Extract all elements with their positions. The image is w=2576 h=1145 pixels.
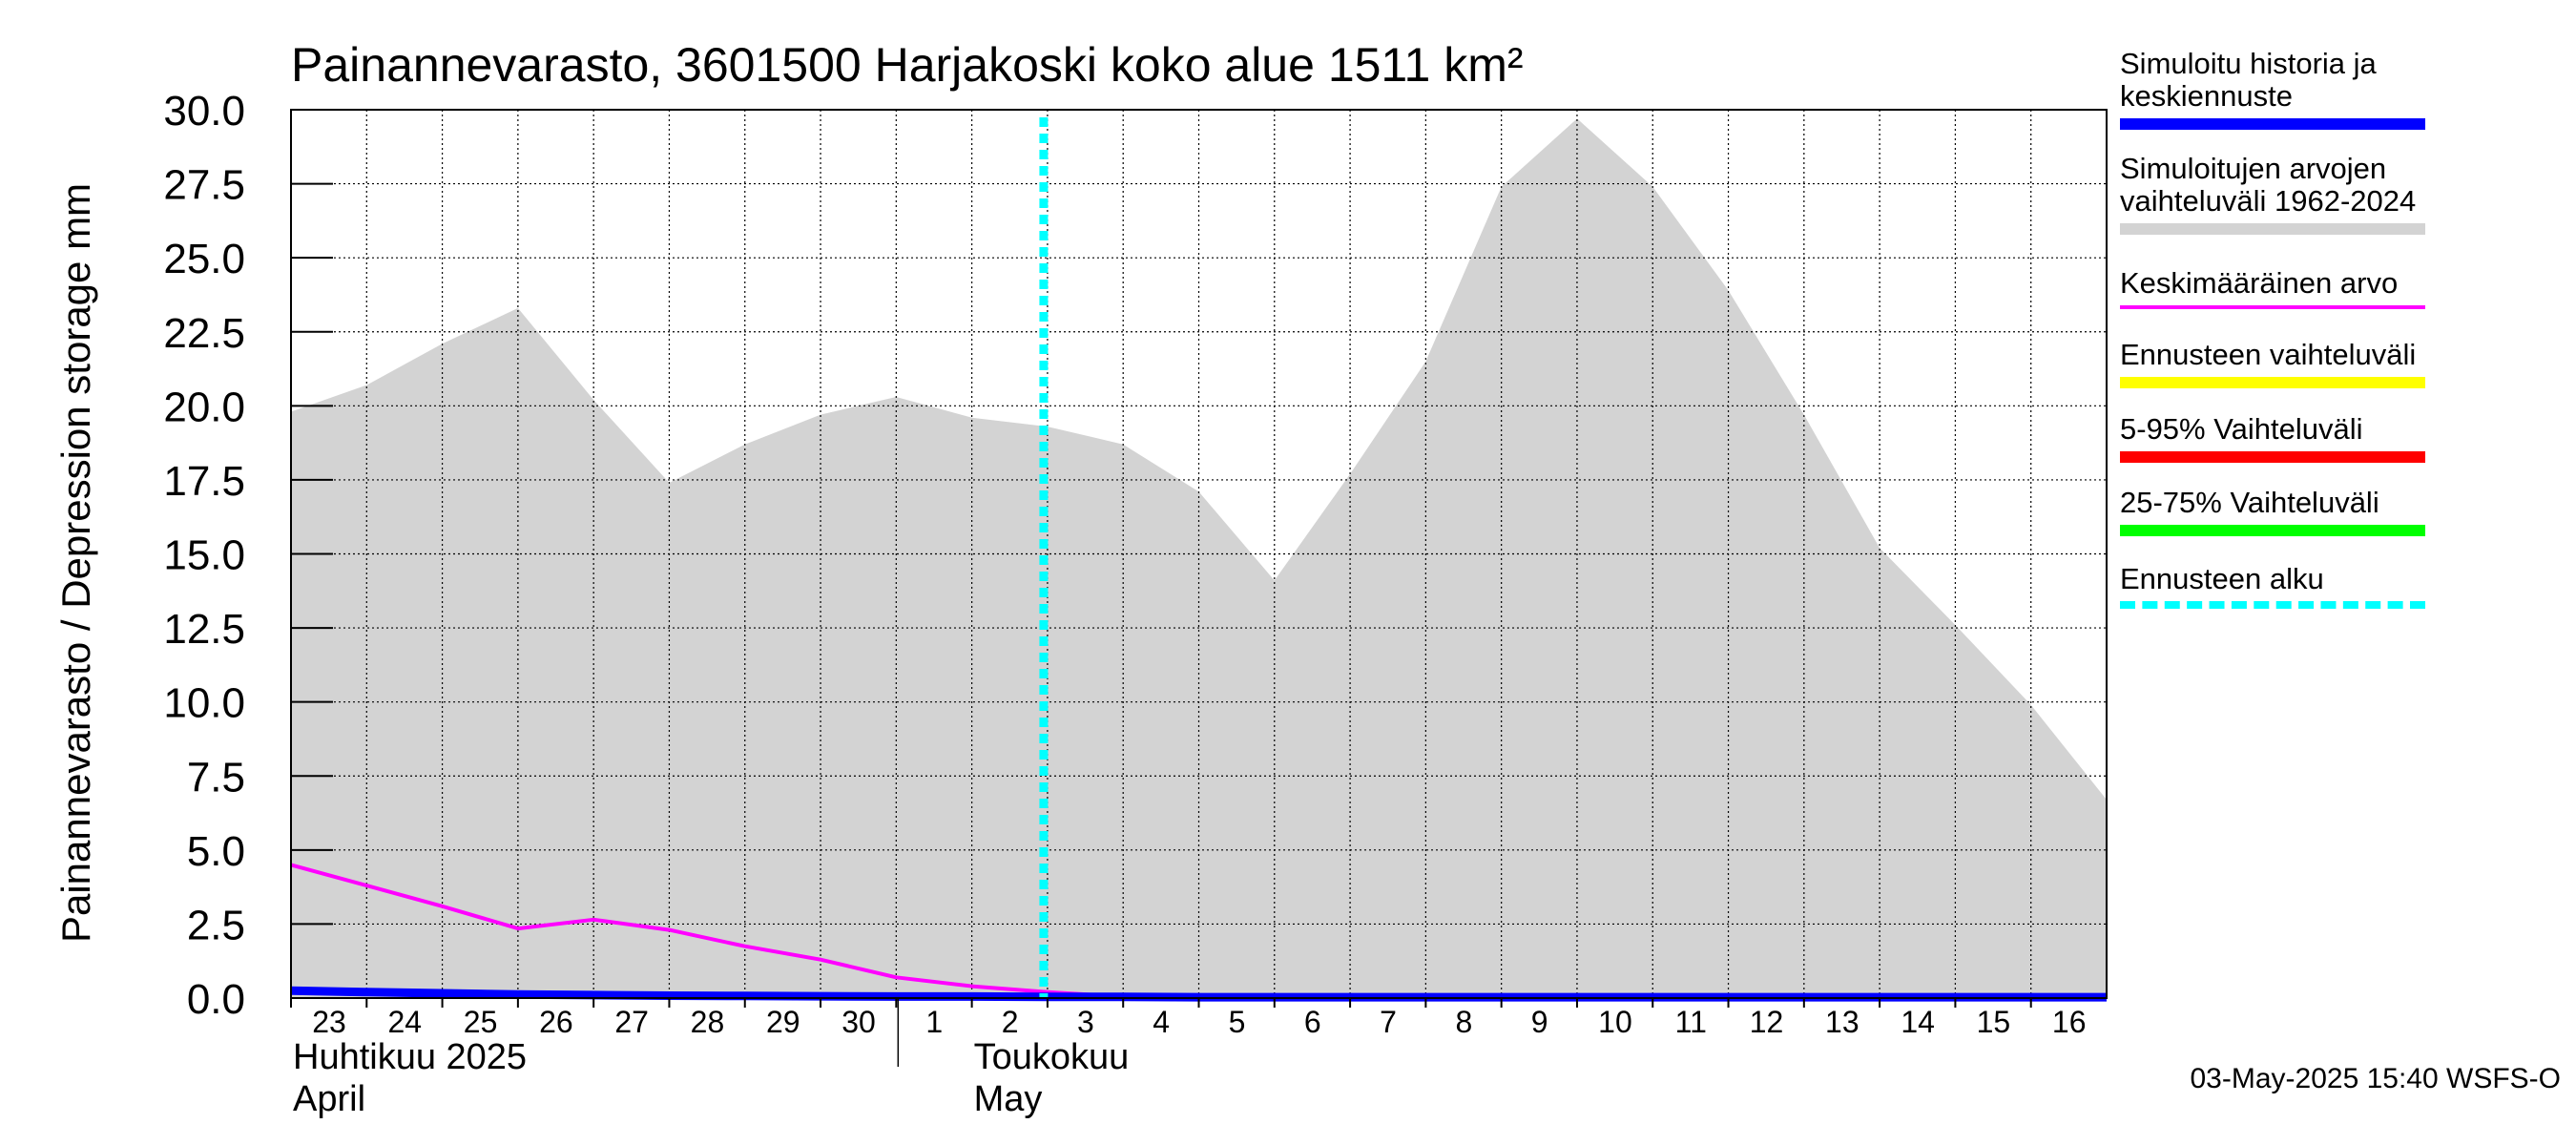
x-day-label: 9 — [1531, 1005, 1548, 1039]
x-day-label: 30 — [841, 1005, 876, 1039]
month-label-fi: Huhtikuu 2025 — [293, 1037, 527, 1077]
legend-swatch — [2120, 525, 2425, 536]
timestamp-footer: 03-May-2025 15:40 WSFS-O — [2190, 1063, 2562, 1094]
x-day-label: 3 — [1077, 1005, 1094, 1039]
x-day-label: 25 — [464, 1005, 498, 1039]
y-tick-label: 10.0 — [163, 680, 245, 727]
y-tick-label: 0.0 — [187, 976, 245, 1023]
x-day-label: 27 — [614, 1005, 649, 1039]
month-label-en: May — [974, 1079, 1043, 1119]
x-day-label: 6 — [1304, 1005, 1321, 1039]
legend-label: Ennusteen alku — [2120, 562, 2324, 595]
x-day-label: 14 — [1901, 1005, 1935, 1039]
x-day-label: 8 — [1455, 1005, 1472, 1039]
x-day-label: 4 — [1153, 1005, 1170, 1039]
y-tick-label: 27.5 — [163, 162, 245, 209]
legend-item: Ennusteen vaihteluväli — [2120, 338, 2568, 388]
legend-item: Simuloitujen arvojen vaihteluväli 1962-2… — [2120, 152, 2568, 235]
chart-title: Painannevarasto, 3601500 Harjakoski koko… — [291, 38, 1524, 92]
legend-label: Simuloitu historia ja keskiennuste — [2120, 47, 2377, 113]
x-day-label: 23 — [312, 1005, 346, 1039]
x-day-label: 12 — [1750, 1005, 1784, 1039]
legend-label: 5-95% Vaihteluväli — [2120, 412, 2363, 446]
legend-item: 5-95% Vaihteluväli — [2120, 412, 2568, 463]
legend-swatch — [2120, 601, 2425, 609]
legend-item: Keskimääräinen arvo — [2120, 266, 2568, 309]
legend-swatch — [2120, 223, 2425, 235]
depression-storage-chart: 0.0 2.5 5.0 7.5 10.0 12.5 15.0 17.5 20.0 22.5 25.0… — [53, 38, 2108, 1119]
x-day-label: 2 — [1002, 1005, 1019, 1039]
x-day-label: 5 — [1229, 1005, 1246, 1039]
month-label-fi: Toukokuu — [974, 1037, 1130, 1077]
x-day-label: 28 — [691, 1005, 725, 1039]
legend-label: 25-75% Vaihteluväli — [2120, 486, 2379, 519]
y-tick-label: 2.5 — [187, 902, 245, 948]
y-tick-label: 22.5 — [163, 310, 245, 357]
legend-swatch — [2120, 451, 2425, 463]
y-tick-label: 25.0 — [163, 236, 245, 282]
y-tick-label: 7.5 — [187, 754, 245, 801]
y-tick-label: 12.5 — [163, 606, 245, 653]
legend-label: Simuloitujen arvojen vaihteluväli 1962-2… — [2120, 152, 2417, 218]
y-tick-label: 5.0 — [187, 828, 245, 875]
y-tick-label: 15.0 — [163, 532, 245, 579]
x-day-label: 13 — [1825, 1005, 1859, 1039]
x-day-label: 16 — [2052, 1005, 2087, 1039]
y-axis-label: Painannevarasto / Depression storage mm — [53, 183, 98, 943]
legend-swatch — [2120, 305, 2425, 309]
month-label-en: April — [293, 1079, 365, 1119]
y-tick-label: 30.0 — [163, 88, 245, 135]
x-day-label: 1 — [925, 1005, 943, 1039]
x-day-label: 26 — [539, 1005, 573, 1039]
x-day-label: 7 — [1380, 1005, 1397, 1039]
x-day-label: 15 — [1977, 1005, 2011, 1039]
legend-swatch — [2120, 377, 2425, 388]
legend-label: Keskimääräinen arvo — [2120, 266, 2399, 300]
x-day-label: 11 — [1675, 1005, 1707, 1039]
legend-item: Simuloitu historia ja keskiennuste — [2120, 47, 2568, 130]
x-day-label: 10 — [1598, 1005, 1632, 1039]
y-tick-label: 20.0 — [163, 384, 245, 430]
y-tick-label: 17.5 — [163, 458, 245, 505]
legend-item: Ennusteen alku — [2120, 562, 2568, 609]
x-day-label: 24 — [387, 1005, 422, 1039]
legend-swatch — [2120, 118, 2425, 130]
legend-item: 25-75% Vaihteluväli — [2120, 486, 2568, 536]
legend-label: Ennusteen vaihteluväli — [2120, 338, 2417, 371]
x-day-label: 29 — [766, 1005, 800, 1039]
